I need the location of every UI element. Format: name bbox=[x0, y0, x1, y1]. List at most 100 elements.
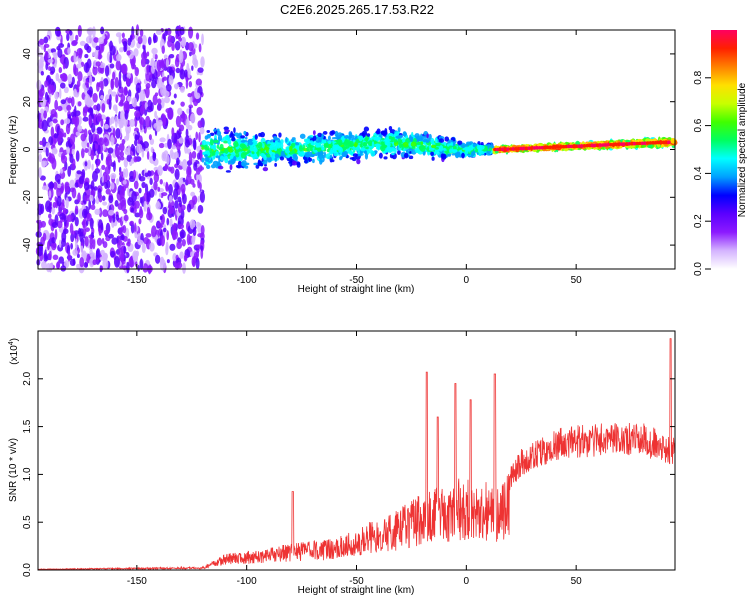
heatmap-cell bbox=[439, 145, 444, 152]
heatmap-cell bbox=[74, 238, 78, 251]
heatmap-cell bbox=[416, 135, 421, 142]
heatmap-ridge-cell bbox=[645, 141, 650, 145]
heatmap-cell bbox=[166, 217, 170, 226]
heatmap-cell bbox=[171, 42, 175, 52]
heatmap-ridge-cell bbox=[548, 145, 553, 150]
heatmap-cell bbox=[202, 151, 207, 155]
heatmap-cell bbox=[153, 180, 158, 191]
heatmap-cell bbox=[129, 220, 134, 226]
heatmap-ridge-cell bbox=[598, 143, 603, 147]
heatmap-ridge-cell bbox=[659, 140, 663, 145]
heatmap-cell bbox=[79, 40, 86, 46]
heatmap-cell bbox=[268, 148, 272, 154]
heatmap-cell bbox=[159, 215, 163, 221]
heatmap-cell bbox=[176, 241, 182, 250]
heatmap-cell bbox=[145, 86, 150, 99]
heatmap-cell bbox=[176, 140, 181, 151]
heatmap-cell bbox=[73, 63, 77, 75]
heatmap-ridge-cell bbox=[614, 142, 618, 147]
heatmap-cell bbox=[181, 36, 187, 48]
heatmap-cell bbox=[49, 121, 53, 127]
heatmap-cell bbox=[154, 110, 157, 119]
heatmap-cell bbox=[252, 140, 258, 143]
heatmap-cell bbox=[62, 63, 66, 70]
heatmap-cell bbox=[191, 65, 194, 71]
heatmap-cell bbox=[84, 194, 91, 202]
heatmap-cell bbox=[177, 107, 183, 116]
heatmap-cell bbox=[360, 148, 366, 152]
heatmap-cell bbox=[336, 139, 343, 146]
heatmap-cell bbox=[199, 126, 205, 135]
heatmap-cell bbox=[96, 115, 101, 123]
heatmap-cell bbox=[102, 201, 108, 206]
heatmap-cell bbox=[262, 167, 269, 172]
heatmap-cell bbox=[46, 141, 51, 149]
heatmap-cell bbox=[306, 146, 312, 152]
heatmap-cell bbox=[488, 147, 492, 152]
heatmap-cell bbox=[329, 154, 333, 159]
heatmap-cell bbox=[196, 106, 203, 116]
heatmap-cell bbox=[71, 40, 78, 46]
heatmap-cell bbox=[101, 35, 106, 40]
heatmap-cell bbox=[78, 175, 85, 185]
heatmap-cell bbox=[126, 50, 131, 56]
heatmap-cell bbox=[457, 140, 463, 145]
heatmap-cell bbox=[45, 62, 49, 71]
heatmap-cell bbox=[45, 255, 49, 262]
heatmap-ridge-cell bbox=[519, 146, 524, 151]
heatmap-ridge-cell bbox=[632, 141, 637, 146]
snr-y-ticks: 0.0 0.5 1.0 1.5 2.0 bbox=[22, 371, 675, 577]
heatmap-cell bbox=[116, 235, 119, 244]
heatmap-ridge-cell bbox=[619, 142, 624, 146]
heatmap-cell bbox=[60, 82, 66, 89]
heatmap-cell bbox=[81, 148, 85, 159]
heatmap-cell bbox=[330, 130, 336, 135]
heatmap-cell bbox=[376, 128, 381, 135]
heatmap-cell bbox=[240, 151, 247, 159]
heatmap-cell bbox=[152, 94, 158, 106]
heatmap-cell bbox=[85, 36, 93, 44]
heatmap-cell bbox=[44, 50, 49, 62]
heatmap-cell bbox=[257, 141, 263, 149]
heatmap-cell bbox=[89, 75, 93, 86]
heatmap-cell bbox=[90, 107, 94, 119]
heatmap-cell bbox=[38, 153, 42, 163]
heatmap-cell bbox=[154, 53, 158, 60]
heatmap-cell bbox=[102, 241, 108, 248]
heatmap-cell bbox=[151, 47, 158, 55]
heatmap-cell bbox=[434, 146, 439, 150]
heatmap-cell bbox=[157, 119, 163, 127]
heatmap-cell bbox=[409, 137, 414, 142]
colorbar-label: Normalized spectral amplitude bbox=[737, 82, 748, 217]
heatmap-ridge-cell bbox=[529, 146, 534, 150]
heatmap-cell bbox=[362, 142, 368, 147]
heatmap-ridge-cell bbox=[572, 144, 576, 149]
heatmap-cell bbox=[448, 145, 453, 148]
heatmap-cell bbox=[190, 191, 196, 197]
heatmap-cell bbox=[168, 195, 173, 203]
heatmap-cell bbox=[193, 161, 198, 171]
heatmap-cell bbox=[65, 197, 69, 209]
heatmap-cell bbox=[460, 142, 466, 149]
heatmap-cell bbox=[419, 133, 423, 141]
heatmap-cell bbox=[333, 151, 339, 157]
heatmap-cell bbox=[105, 188, 111, 195]
heatmap-cell bbox=[330, 147, 333, 155]
heatmap-cell bbox=[83, 62, 90, 73]
heatmap-cell bbox=[163, 96, 170, 104]
heatmap-cell bbox=[274, 162, 278, 167]
heatmap-cell bbox=[156, 200, 160, 208]
heatmap-cell bbox=[315, 144, 321, 148]
heatmap-cell bbox=[107, 147, 114, 154]
heatmap-cell bbox=[108, 209, 115, 216]
heatmap-cell bbox=[118, 143, 125, 152]
heatmap-cell bbox=[169, 218, 173, 228]
heatmap-cell bbox=[273, 135, 278, 140]
heatmap-cell bbox=[457, 151, 461, 156]
heatmap-cell bbox=[166, 154, 170, 165]
heatmap-cell bbox=[50, 262, 54, 270]
heatmap-cell bbox=[206, 164, 211, 170]
heatmap-cell bbox=[109, 63, 115, 69]
heatmap-cell bbox=[61, 237, 67, 247]
heatmap-cell bbox=[285, 136, 288, 143]
